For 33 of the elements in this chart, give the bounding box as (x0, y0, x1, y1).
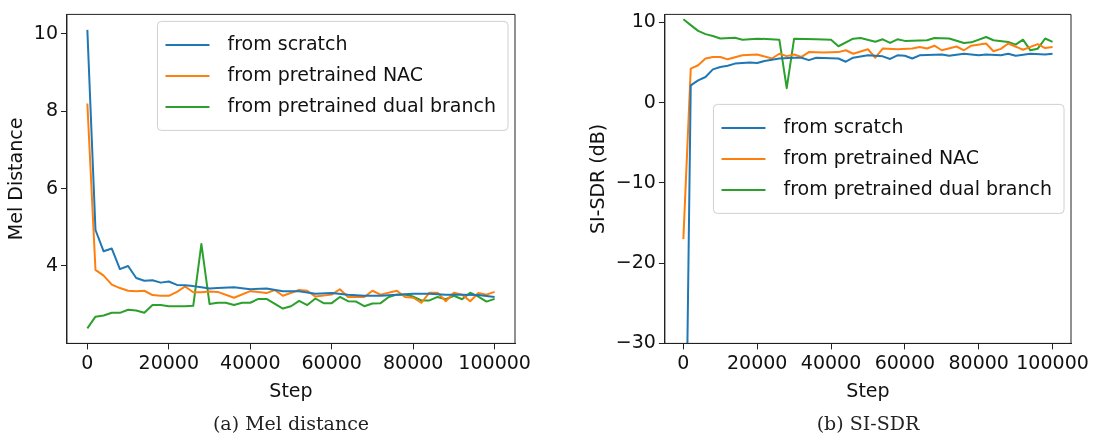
legend-label: from scratch (783, 114, 904, 137)
x-tick-label: 0 (677, 350, 690, 373)
y-tick-label: 10 (33, 20, 58, 43)
x-tick-label: 60000 (301, 350, 362, 373)
y-tick-label: 6 (45, 175, 58, 198)
x-tick-label: 20000 (138, 350, 200, 373)
x-tick-label: 40000 (800, 350, 862, 373)
y-tick-label: −30 (615, 330, 656, 353)
legend-label: from pretrained dual branch (783, 176, 1053, 199)
y-tick-label: 4 (45, 252, 58, 275)
y-axis-title: Mel Distance (4, 117, 27, 241)
x-tick-label: 80000 (948, 350, 1009, 373)
legend-label: from pretrained dual branch (227, 93, 497, 116)
y-tick-label: −20 (615, 250, 656, 273)
text: (a) Mel distance (212, 412, 370, 434)
text: (b) SI-SDR (816, 412, 920, 434)
y-tick-label: 0 (643, 89, 656, 112)
x-tick-label: 60000 (874, 350, 936, 373)
y-axis-title: SI-SDR (dB) (586, 123, 609, 235)
y-tick-label: 8 (45, 98, 58, 121)
x-tick-label: 40000 (220, 350, 281, 373)
x-tick-label: 80000 (382, 350, 444, 373)
x-tick-label: 0 (81, 350, 94, 373)
legend-label: from pretrained NAC (783, 145, 980, 168)
x-axis-title: Step (269, 378, 313, 401)
legend-label: from scratch (227, 31, 348, 54)
x-tick-label: 20000 (726, 350, 788, 373)
x-axis-title: Step (846, 378, 890, 401)
y-tick-label: 10 (631, 9, 656, 32)
y-tick-label: −10 (615, 169, 656, 192)
legend-label: from pretrained NAC (227, 62, 424, 85)
x-tick-label: 100000 (1016, 350, 1089, 373)
x-tick-label: 100000 (458, 350, 531, 373)
